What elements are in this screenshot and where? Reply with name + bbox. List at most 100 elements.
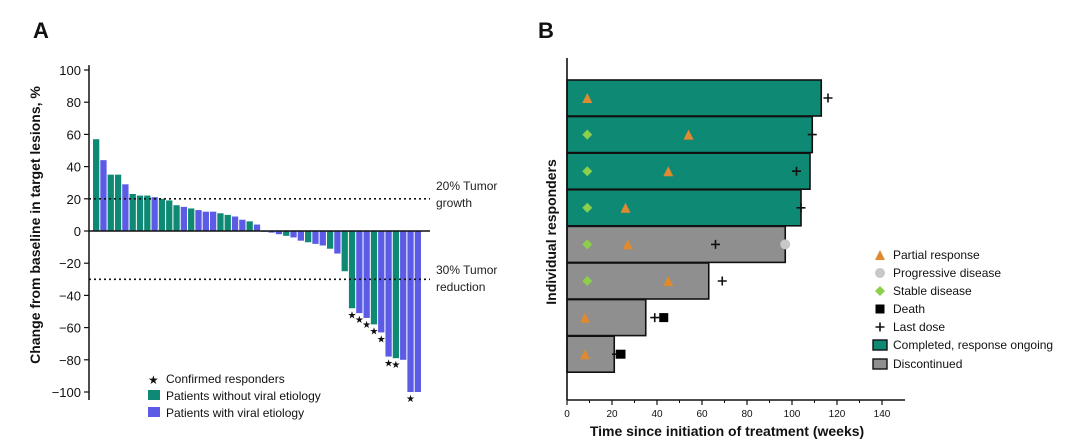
partial-response-marker [622,239,633,250]
waterfall-bar [114,174,122,231]
waterfall-y-tick-label: 60 [67,127,81,142]
swimmer-bar [566,152,811,190]
swimmer-plot: Individual responders Time since initiat… [543,58,1053,439]
waterfall-y-tick-label: 100 [59,63,81,78]
last-dose-marker [796,203,806,213]
stable-disease-marker [582,202,593,213]
swimmer-x-axis-title: Time since initiation of treatment (week… [590,423,864,439]
swimmer-x-tick-label: 60 [696,409,708,420]
waterfall-bar [100,160,107,231]
legend-partial-icon [875,250,885,260]
waterfall-y-tick-label: −100 [52,385,81,400]
waterfall-bar [166,200,173,231]
waterfall-bar [231,216,239,231]
waterfall-bar [224,214,231,231]
waterfall-bar [385,231,392,357]
waterfall-bar [93,139,100,231]
last-dose-marker [711,239,720,249]
responder-star: ★ [406,394,415,405]
waterfall-y-tick-label: 80 [67,95,81,110]
waterfall-bar [158,198,166,231]
swimmer-bar [566,189,802,227]
waterfall-bar [129,193,136,231]
legend-viral-label: Patients with viral etiology [166,406,304,420]
waterfall-bar [246,221,253,231]
swimmer-x-tick-label: 40 [651,409,663,420]
waterfall-bar [414,231,421,392]
waterfall-y-tick-label: −60 [59,321,81,336]
waterfall-bar [392,231,400,359]
waterfall-bar [217,213,224,231]
legend-stable-icon [875,286,885,296]
waterfall-bar [290,231,297,238]
ref-line-reduction-label-2: reduction [436,280,485,294]
last-dose-marker [823,93,833,103]
partial-response-marker [580,349,590,360]
death-marker [616,349,626,359]
responder-star: ★ [369,326,378,337]
swimmer-x-tick-label: 100 [784,409,801,420]
partial-response-marker [620,202,631,213]
ref-line-growth-label-2: growth [436,196,472,210]
swimmer-x-tick-label: 140 [874,409,891,420]
waterfall-bar [253,224,261,231]
waterfall-bar [202,211,209,231]
waterfall-y-tick-label: 40 [67,160,81,175]
legend-non-viral-label: Patients without viral etiology [166,389,321,403]
waterfall-y-tick-label: −40 [59,288,81,303]
swimmer-bar [566,298,647,337]
legend-progressive-icon [875,268,885,278]
waterfall-bar [363,231,370,318]
progressive-disease-marker [780,239,791,250]
waterfall-bar [348,231,356,309]
waterfall-bar [370,231,378,325]
legend-death-label: Death [893,302,925,316]
last-dose-marker [717,276,727,286]
waterfall-bar [283,231,290,236]
legend-discontinued-label: Discontinued [893,357,962,371]
waterfall-bar [326,231,334,249]
waterfall-bar [144,195,151,231]
stable-disease-marker [582,239,593,250]
swimmer-x-tick-label: 120 [829,409,846,420]
waterfall-bar [378,231,385,333]
waterfall-bar [151,197,158,231]
swimmer-x-tick-label: 80 [741,409,753,420]
swimmer-x-tick-label: 20 [606,409,618,420]
waterfall-bar [407,231,414,392]
waterfall-bar [188,208,195,231]
waterfall-bar [209,211,217,231]
partial-response-marker [683,129,694,140]
legend-discontinued-swatch [872,358,888,370]
legend-viral-swatch [148,407,160,417]
swimmer-x-tick-label: 0 [564,409,570,420]
waterfall-bar [173,205,180,231]
waterfall-bar [400,231,407,360]
waterfall-bar [305,231,312,243]
waterfall-bar [297,231,304,241]
waterfall-legend: ★ Confirmed responders Patients without … [148,372,321,420]
waterfall-y-tick-label: 20 [67,192,81,207]
waterfall-bar [334,231,341,254]
partial-response-marker [580,312,590,323]
partial-response-marker [663,276,674,286]
last-dose-marker [792,166,801,176]
ref-line-reduction-label-1: 30% Tumor [436,263,497,277]
stable-disease-marker [582,129,593,140]
legend-last-dose-icon [875,322,885,332]
stable-disease-marker [582,276,593,286]
waterfall-bar [268,231,275,233]
death-marker [659,313,669,323]
stable-disease-marker [582,166,593,177]
swimmer-legend: Partial response Progressive disease Sta… [872,248,1053,371]
swimmer-y-axis-title: Individual responders [543,159,559,305]
ref-line-growth-label-1: 20% Tumor [436,179,497,193]
legend-death-icon [875,304,885,314]
legend-stable-label: Stable disease [893,284,972,298]
partial-response-marker [582,93,593,103]
last-dose-marker [650,313,660,323]
waterfall-bar [319,231,326,246]
waterfall-bar [356,231,363,314]
